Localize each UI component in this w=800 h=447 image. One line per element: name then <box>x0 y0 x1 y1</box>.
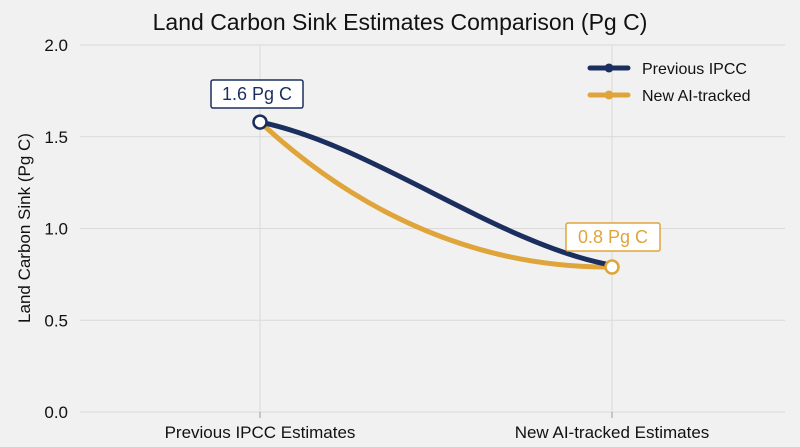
data-callouts: 1.6 Pg C 0.8 Pg C <box>210 79 661 252</box>
data-callout: 1.6 Pg C <box>210 79 304 109</box>
y-axis-label: Land Carbon Sink (Pg C) <box>15 133 34 323</box>
data-callout: 0.8 Pg C <box>565 222 661 252</box>
chart-title: Land Carbon Sink Estimates Comparison (P… <box>153 9 648 35</box>
y-axis-ticks: 0.0 0.5 1.0 1.5 2.0 <box>44 36 68 422</box>
series-lines <box>252 114 620 275</box>
y-tick-label: 0.5 <box>44 311 68 330</box>
y-tick-label: 1.5 <box>44 128 68 147</box>
legend-entry: Previous IPCC <box>587 61 747 78</box>
legend-label: Previous IPCC <box>642 61 747 78</box>
legend-label: New AI-tracked <box>642 88 750 105</box>
y-tick-label: 0.0 <box>44 403 68 422</box>
series-line-0 <box>257 119 615 268</box>
callout-label: 1.6 Pg C <box>222 84 292 104</box>
x-tick-label: New AI-tracked Estimates <box>515 423 710 442</box>
series-line-1 <box>257 119 615 270</box>
data-point-marker <box>252 114 268 130</box>
legend-entry: New AI-tracked <box>587 88 750 105</box>
x-axis-ticks: Previous IPCC Estimates New AI-tracked Es… <box>165 412 710 442</box>
legend: Previous IPCC New AI-tracked <box>587 61 750 105</box>
callout-box <box>210 79 304 109</box>
legend-swatch-marker <box>604 63 614 73</box>
legend-swatch-marker <box>604 90 614 100</box>
data-point-marker <box>604 259 620 275</box>
callout-box <box>565 222 661 252</box>
y-tick-label: 1.0 <box>44 220 68 239</box>
x-tick-label: Previous IPCC Estimates <box>165 423 356 442</box>
callout-label: 0.8 Pg C <box>578 227 648 247</box>
y-tick-label: 2.0 <box>44 36 68 55</box>
